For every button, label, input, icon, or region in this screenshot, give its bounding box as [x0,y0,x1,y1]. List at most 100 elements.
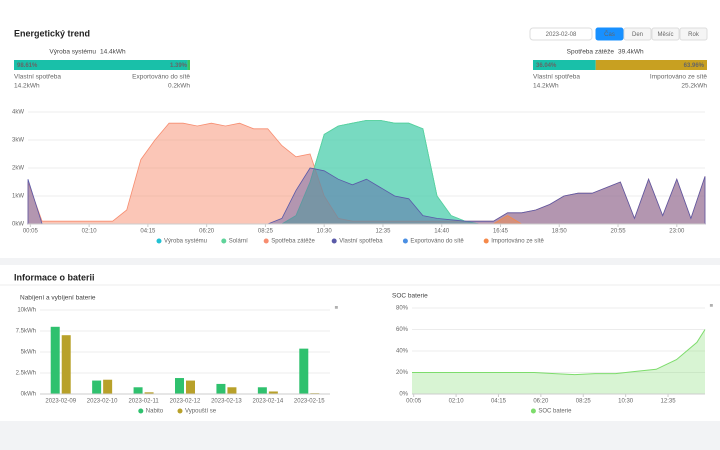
legend-label: Vypouští se [185,409,217,415]
bar [216,383,226,394]
x-tick-label: 2023-02-13 [211,399,242,405]
stat-value: 39.4kWh [618,49,644,56]
y-tick-label: 4kW [12,110,24,116]
item-label: Importováno ze sítě [650,74,707,81]
legend-swatch[interactable] [483,238,489,244]
split-label: 63.96% [684,63,705,69]
split-label: 36.04% [536,63,557,69]
bar [257,387,267,394]
tab-label: Rok [688,32,700,38]
charts: 0kW 1kW 2kW 3kW 4kW 00:05 02:10 04:15 06:20 08:25… [12,110,713,415]
x-tick-label: 12:35 [375,229,391,235]
stats: Výroba systému 14.4kWh 98.61% 1.39% Vlastní … [14,49,707,90]
legend-label: Vlastní spotřeba [339,239,383,245]
soc-area [412,329,705,394]
y-tick-label: 2.5kWh [16,371,36,377]
chart-title: SOC baterie [392,293,428,300]
y-tick-label: 0% [399,392,408,398]
stat-label: Výroba systému [49,49,96,56]
y-tick-label: 60% [396,327,409,333]
x-tick-label: 06:20 [199,229,215,235]
stat-label: Spotřeba zátěže [567,49,615,56]
tab-label: Čas [604,31,615,38]
tab[interactable] [595,27,624,41]
x-tick-label: 2023-02-12 [170,399,201,405]
split-bar [14,60,188,70]
tab-label: Měsíc [657,32,673,38]
split-label: 1.39% [170,63,188,69]
x-tick-label: 02:10 [82,229,98,235]
legend-swatch[interactable] [331,238,337,244]
x-tick-label: 20:55 [611,229,627,235]
bar [144,392,154,394]
bar [227,387,237,394]
item-value: 14.2kWh [533,83,559,90]
x-tick-label: 14:40 [434,229,450,235]
tabs: Čas Den Měsíc Rok [595,27,708,41]
y-tick-label: 10kWh [17,308,36,314]
y-tick-label: 1kW [12,194,24,200]
legend-swatch[interactable] [263,238,269,244]
y-tick-label: 2kW [12,166,24,172]
legend-swatch[interactable] [221,238,227,244]
date-value: 2023-02-08 [546,32,577,38]
x-tick-label: 04:15 [491,399,507,405]
tab-label: Den [632,32,643,38]
bar [186,380,195,394]
x-tick-label: 02:10 [449,399,465,405]
menu-icon: ≡ [709,304,713,310]
x-tick-label: 06:20 [533,399,549,405]
item-label: Exportováno do sítě [132,74,190,81]
x-tick-label: 2023-02-15 [294,399,325,405]
tab[interactable] [651,27,680,41]
y-tick-label: 80% [396,306,409,312]
panel-title: Energetický trend [14,28,90,38]
item-label: Vlastní spotřeba [533,74,580,81]
bar [50,326,60,394]
tab[interactable] [623,27,652,41]
split-label: 98.61% [17,63,38,69]
legend-swatch[interactable] [177,408,183,414]
bar [61,335,71,394]
x-tick-label: 2023-02-10 [87,399,118,405]
split-bar [595,60,707,70]
y-tick-label: 5kWh [21,350,36,356]
y-tick-label: 0kW [12,222,24,228]
date-picker[interactable] [529,27,593,41]
legend-swatch[interactable] [530,408,536,414]
x-tick-label: 04:15 [140,229,156,235]
legend-label: Výroba systému [164,239,207,245]
bar [133,387,143,394]
bar [103,379,113,394]
soc-line [412,329,706,376]
x-tick-label: 10:30 [618,399,634,405]
battery-panel [0,265,720,421]
x-tick-label: 12:35 [661,399,677,405]
legend-label: Exportováno do sítě [410,239,464,245]
bar [299,348,309,394]
item-value: 25.2kWh [681,83,707,90]
x-tick-label: 00:05 [23,229,39,235]
x-tick-label: 2023-02-11 [128,399,159,405]
panel-title: Informace o baterii [14,272,95,282]
stat-value: 14.4kWh [100,49,126,56]
y-tick-label: 7.5kWh [16,329,36,335]
x-tick-label: 10:30 [317,229,333,235]
item-label: Vlastní spotřeba [14,74,61,81]
chart-title: Nabíjení a vybíjení baterie [20,295,96,302]
legend-swatch[interactable] [138,408,144,414]
y-tick-label: 3kW [12,138,24,144]
legend-swatch[interactable] [402,238,408,244]
x-tick-label: 2023-02-09 [45,399,76,405]
bar [92,380,102,394]
legend-swatch[interactable] [156,238,162,244]
legend-label: Spotřeba zátěže [271,239,315,245]
split-bar [187,60,190,70]
x-tick-label: 18:50 [552,229,568,235]
legend-label: Nabito [146,409,164,415]
x-tick-label: 08:25 [258,229,274,235]
tab[interactable] [679,27,708,41]
y-tick-label: 0kWh [21,392,36,398]
